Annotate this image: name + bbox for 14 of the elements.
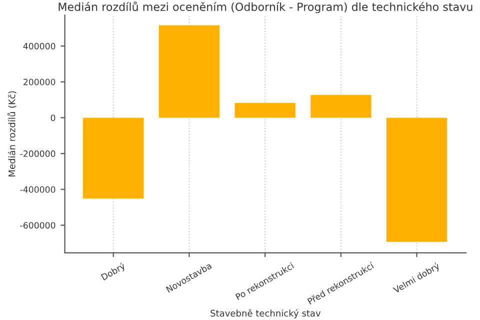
y-tick-label: 200000 <box>24 78 56 86</box>
bar <box>386 118 448 242</box>
bar <box>310 94 372 118</box>
chart-title: Medián rozdílů mezi oceněním (Odborník - Program) dle technického stavu <box>58 1 472 14</box>
y-tick-label: -400000 <box>20 186 56 193</box>
y-axis-title: Medián rozdílů (Kč) <box>7 91 16 176</box>
y-tick-label: 400000 <box>23 42 56 50</box>
bar <box>158 25 220 118</box>
bar <box>83 118 144 199</box>
bar <box>234 103 296 118</box>
y-tick-label: -200000 <box>20 150 56 157</box>
y-tick-label: 0 <box>50 114 56 122</box>
y-tick-label: -600000 <box>20 222 56 229</box>
x-axis-title: Stavebně technický stav <box>210 309 321 318</box>
